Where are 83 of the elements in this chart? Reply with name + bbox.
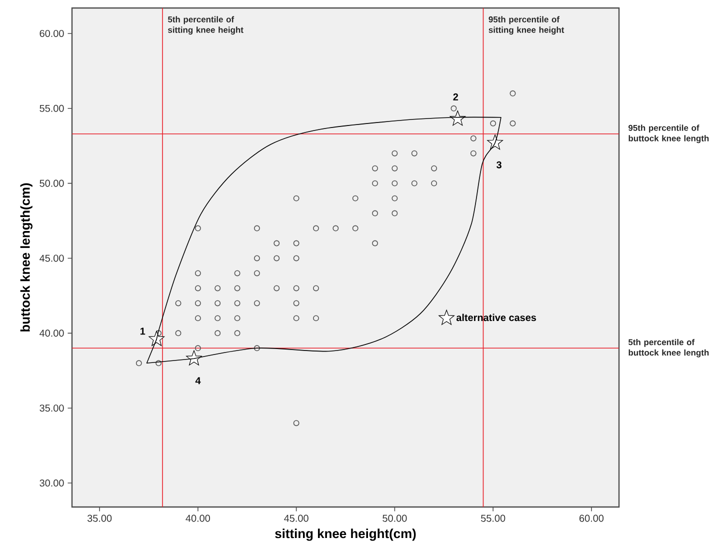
point (352, 225, 358, 232)
point (490, 120, 496, 126)
point (234, 330, 240, 336)
point (392, 180, 398, 186)
point (372, 180, 378, 186)
x-tick-label: 60.00 (579, 514, 604, 522)
annotation: 1 (140, 328, 146, 335)
point (194, 300, 201, 306)
point (194, 285, 201, 292)
point (510, 90, 516, 96)
point (194, 315, 201, 322)
point (254, 300, 260, 306)
point (470, 135, 476, 142)
x-tick-label: 45.00 (284, 514, 308, 522)
point (293, 255, 300, 262)
y-tick-label: 45.00 (40, 254, 64, 262)
ref-line-label: 95th percentile of sitting knee height (488, 16, 564, 35)
point (214, 300, 221, 306)
annotation: 3 (496, 161, 502, 168)
point (332, 225, 339, 232)
point (372, 240, 378, 246)
point (136, 360, 142, 366)
point (392, 195, 398, 202)
point (175, 300, 182, 306)
x-tick-label: 55.00 (481, 514, 506, 522)
y-tick-label: 35.00 (40, 404, 64, 412)
point (254, 270, 260, 276)
point (234, 285, 240, 292)
annotation: 2 (453, 93, 458, 100)
point (293, 240, 300, 246)
point (450, 105, 457, 112)
point (372, 210, 378, 216)
point (254, 225, 260, 232)
y-tick-label: 60.00 (40, 30, 64, 37)
x-tick-label: 40.00 (186, 514, 210, 522)
point (313, 315, 319, 322)
point (293, 420, 300, 426)
y-tick-label: 30.00 (40, 480, 64, 487)
annotation: 4 (195, 377, 201, 384)
point (274, 255, 280, 262)
y-axis-title: buttock knee length(cm) (20, 183, 32, 332)
point (234, 300, 240, 306)
y-tick-label: 55.00 (40, 104, 64, 112)
point (254, 345, 260, 352)
x-tick-label: 35.00 (87, 514, 112, 522)
point (293, 315, 300, 322)
point (234, 270, 240, 276)
point (293, 300, 300, 306)
point (313, 225, 319, 232)
point (274, 285, 280, 292)
point (194, 270, 201, 276)
y-tick-label: 40.00 (40, 330, 64, 337)
point (411, 180, 418, 186)
point (293, 195, 300, 202)
point (431, 180, 438, 186)
point (392, 210, 398, 216)
point (194, 225, 201, 232)
ref-line-label: 95th percentile of buttock knee length (628, 124, 709, 144)
y-tick-label: 50.00 (40, 180, 64, 187)
point (411, 150, 418, 156)
point (175, 330, 182, 336)
point (214, 285, 221, 292)
point (293, 285, 300, 292)
point (156, 360, 162, 366)
x-tick-label: 50.00 (382, 514, 407, 522)
point (392, 165, 398, 172)
point (194, 345, 201, 352)
point (470, 150, 476, 156)
ref-line-label: 5th percentile of sitting knee height (168, 16, 244, 35)
point (274, 240, 280, 246)
point (352, 195, 358, 202)
point (313, 285, 319, 292)
point (254, 255, 260, 262)
point (392, 150, 398, 156)
point (214, 315, 221, 322)
x-axis-title: sitting knee height(cm) (275, 528, 416, 541)
point (510, 120, 516, 126)
point (214, 330, 221, 336)
point (372, 165, 378, 172)
point (431, 165, 438, 172)
ref-line-label: 5th percentile of buttock knee length (628, 338, 709, 358)
point (234, 315, 240, 322)
point (156, 330, 162, 336)
